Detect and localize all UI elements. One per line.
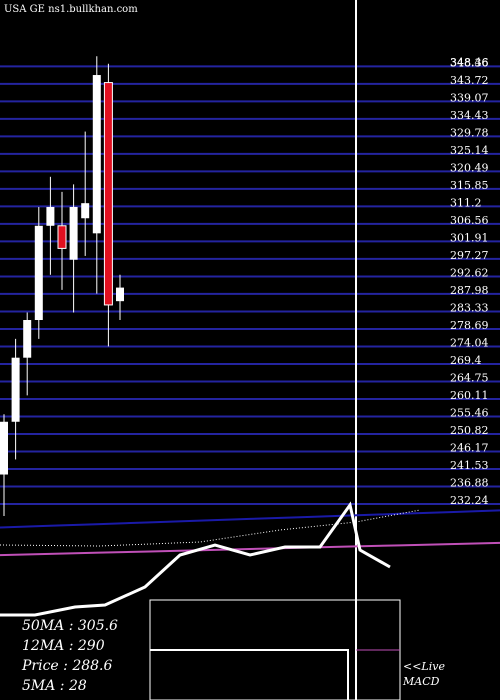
y-tick-label: 287.98 [450,284,489,297]
y-tick-label: 325.14 [450,144,489,157]
y-tick-label: 301.91 [450,231,489,244]
moving-average-lines [0,509,500,557]
candle-body [11,357,20,422]
ma50-label: 50MA : 305.6 [22,618,118,634]
ma5-label: 5MA : 28 [22,678,87,694]
candle-body [92,75,101,234]
y-tick-label: 246.17 [450,442,489,455]
live-label: <<Live [403,660,445,673]
y-tick-label: 232.24 [450,494,489,507]
ma12-label: 12MA : 290 [22,638,105,654]
macd-label: MACD [402,675,440,688]
price-gridlines [0,65,500,505]
moving-average-line [0,541,500,557]
moving-average-line [0,509,500,529]
candle-body [116,287,124,302]
y-tick-label: 348.46 [450,56,489,69]
y-tick-label: 236.88 [450,477,489,490]
candle-body [103,82,113,306]
candle-body [57,225,67,249]
candle-body [0,421,8,475]
y-tick-label: 311.2 [450,196,482,209]
candle-body [69,206,78,260]
y-tick-label: 329.78 [450,126,489,139]
y-tick-label: 260.11 [450,389,489,402]
y-tick-label: 278.69 [450,319,489,332]
y-tick-label: 264.75 [450,371,489,384]
candlestick-series [0,56,124,516]
y-tick-label: 283.33 [450,301,489,314]
candle-body [46,206,55,226]
y-tick-label: 348.36 [450,56,489,69]
y-tick-label: 306.56 [450,214,489,227]
y-tick-label: 297.27 [450,249,489,262]
y-tick-label: 320.49 [450,161,489,174]
y-tick-label: 241.53 [450,459,489,472]
y-tick-label: 255.46 [450,406,489,419]
candle-body [23,320,32,358]
dotted-trend-line [0,509,421,547]
y-tick-label: 269.4 [450,354,482,367]
macd-line [150,649,349,700]
y-tick-label: 315.85 [450,179,489,192]
y-tick-label: 334.43 [450,109,489,122]
candle-body [34,225,43,321]
y-tick-label: 343.72 [450,74,489,87]
y-tick-label: 292.62 [450,266,489,279]
candle-body [81,203,90,219]
y-tick-label: 274.04 [450,336,489,349]
indicator-line [0,501,391,617]
price-label: Price : 288.6 [21,658,113,674]
y-tick-label: 339.07 [450,91,489,104]
y-tick-label: 250.82 [450,424,489,437]
chart-title: USA GE ns1.bullkhan.com [4,4,138,15]
